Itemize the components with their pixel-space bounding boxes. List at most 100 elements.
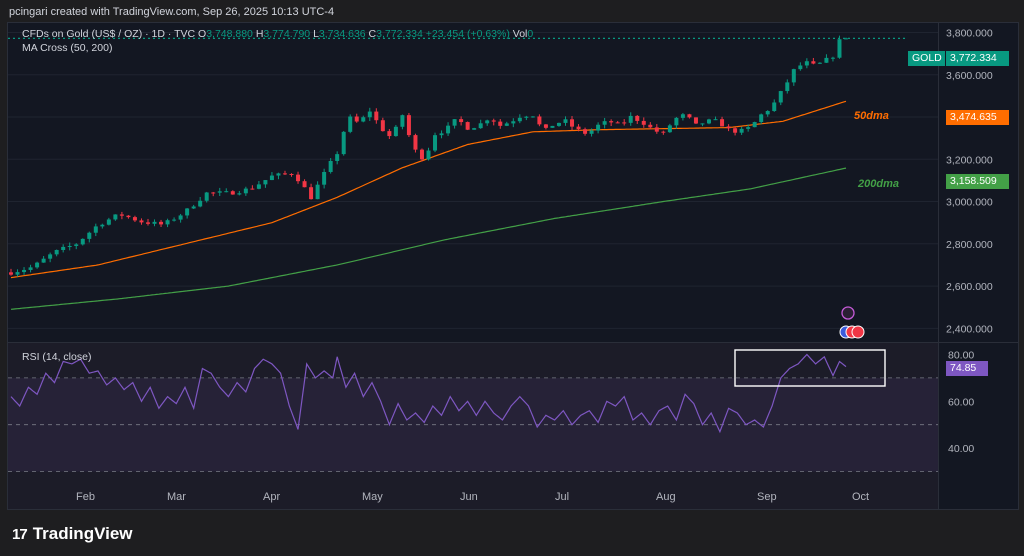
- candle-down: [570, 119, 575, 127]
- tradingview-logo[interactable]: 17 TradingView: [12, 524, 133, 544]
- candle-down: [289, 173, 294, 175]
- candle-up: [765, 111, 770, 115]
- change-value: +23.454 (+0.63%): [425, 28, 510, 40]
- candle-up: [817, 62, 822, 64]
- rsi-axis-tick: 60.00: [948, 396, 974, 408]
- rsi-legend[interactable]: RSI (14, close): [22, 351, 92, 363]
- candle-up: [446, 125, 451, 134]
- price-axis-tick: 2,600.000: [946, 281, 993, 293]
- high-label: H: [255, 28, 264, 40]
- gold-symbol-tag: GOLD: [908, 51, 945, 66]
- symbol-legend[interactable]: CFDs on Gold (US$ / OZ) · 1D · TVC O3,74…: [22, 28, 533, 40]
- ma50-line: [10, 100, 847, 279]
- time-axis-tick: Aug: [656, 491, 676, 503]
- candle-up: [67, 245, 72, 247]
- candle-down: [622, 122, 627, 124]
- candle-up: [478, 123, 483, 129]
- volume-label: Vol: [512, 28, 528, 40]
- candle-down: [543, 124, 548, 128]
- candle-up: [237, 193, 242, 195]
- candle-down: [635, 115, 640, 121]
- tradingview-logo-icon: 17: [12, 525, 28, 543]
- candle-down: [145, 222, 150, 224]
- candle-up: [778, 91, 783, 103]
- price-axis-tick: 2,400.000: [946, 323, 993, 335]
- price-axis-tick: 3,600.000: [946, 70, 993, 82]
- candle-down: [387, 131, 392, 137]
- chart-canvas[interactable]: 2,400.000 2,600.000 2,800.000 3,000.000 3,20…: [8, 23, 1018, 509]
- candle-up: [700, 123, 705, 125]
- candle-up: [674, 117, 679, 126]
- candle-up: [80, 238, 85, 245]
- ma200-price-tag: 3,158.509: [946, 174, 1009, 189]
- candle-up: [524, 116, 529, 118]
- candle-up: [28, 267, 33, 270]
- candle-up: [752, 122, 757, 128]
- candle-up: [185, 208, 190, 216]
- ma200-line: [10, 167, 847, 310]
- candle-down: [230, 191, 235, 195]
- candle-down: [648, 124, 653, 128]
- candle-up: [844, 38, 848, 40]
- candle-up: [315, 184, 320, 200]
- time-axis-tick: Oct: [852, 491, 869, 503]
- tradingview-wordmark: TradingView: [32, 524, 133, 543]
- candle-up: [739, 128, 744, 133]
- candle-up: [680, 114, 685, 118]
- candle-down: [302, 181, 307, 188]
- candle-up: [22, 269, 27, 273]
- low-value: 3,734.636: [318, 28, 366, 40]
- candle-down: [413, 135, 418, 150]
- candle-up: [106, 219, 111, 225]
- rsi-highlight-box: [734, 349, 886, 387]
- candle-up: [48, 254, 53, 259]
- candle-down: [609, 121, 614, 123]
- candle-up: [87, 232, 92, 239]
- us-flag-icon: [851, 325, 865, 339]
- candle-down: [811, 61, 816, 64]
- candle-up: [61, 246, 66, 250]
- candle-up: [328, 160, 333, 172]
- candle-up: [824, 57, 829, 63]
- candle-down: [380, 120, 385, 132]
- candle-up: [759, 114, 764, 123]
- candle-up: [785, 82, 790, 92]
- candle-up: [830, 57, 835, 59]
- price-axis-tick: 3,000.000: [946, 197, 993, 209]
- time-axis-tick: Jun: [460, 491, 478, 503]
- candle-up: [263, 180, 268, 185]
- candle-up: [550, 125, 555, 128]
- candle-down: [139, 220, 144, 223]
- candle-up: [100, 224, 105, 227]
- chart-credit: pcingari created with TradingView.com, S…: [9, 6, 335, 18]
- time-axis-tick: Mar: [167, 491, 186, 503]
- chart-panel[interactable]: 2,400.000 2,600.000 2,800.000 3,000.000 3,20…: [7, 22, 1019, 510]
- time-axis-tick: Sep: [757, 491, 777, 503]
- ma-legend[interactable]: MA Cross (50, 200): [22, 42, 113, 54]
- candle-up: [530, 116, 535, 118]
- candle-up: [596, 124, 601, 131]
- time-axis-tick: Jul: [555, 491, 569, 503]
- candle-up: [589, 130, 594, 134]
- candle-up: [485, 120, 490, 124]
- candle-up: [772, 102, 777, 112]
- candle-down: [354, 116, 359, 122]
- price-axis-tick: 2,800.000: [946, 239, 993, 251]
- candle-down: [250, 188, 255, 190]
- candle-up: [243, 188, 248, 194]
- candle-up: [556, 122, 561, 126]
- candle-up: [269, 175, 274, 181]
- economic-event-icon: [841, 306, 855, 320]
- candle-up: [517, 117, 522, 122]
- candle-up: [198, 200, 203, 207]
- candle-up: [165, 220, 170, 225]
- low-label: L: [313, 28, 319, 40]
- candle-down: [693, 117, 698, 124]
- candle-up: [713, 119, 718, 121]
- candle-up: [217, 191, 222, 193]
- candle-up: [439, 133, 444, 136]
- gold-price-tag: 3,772.334: [946, 51, 1009, 66]
- candle-down: [498, 121, 503, 126]
- candle-down: [537, 116, 542, 125]
- candle-down: [459, 119, 464, 123]
